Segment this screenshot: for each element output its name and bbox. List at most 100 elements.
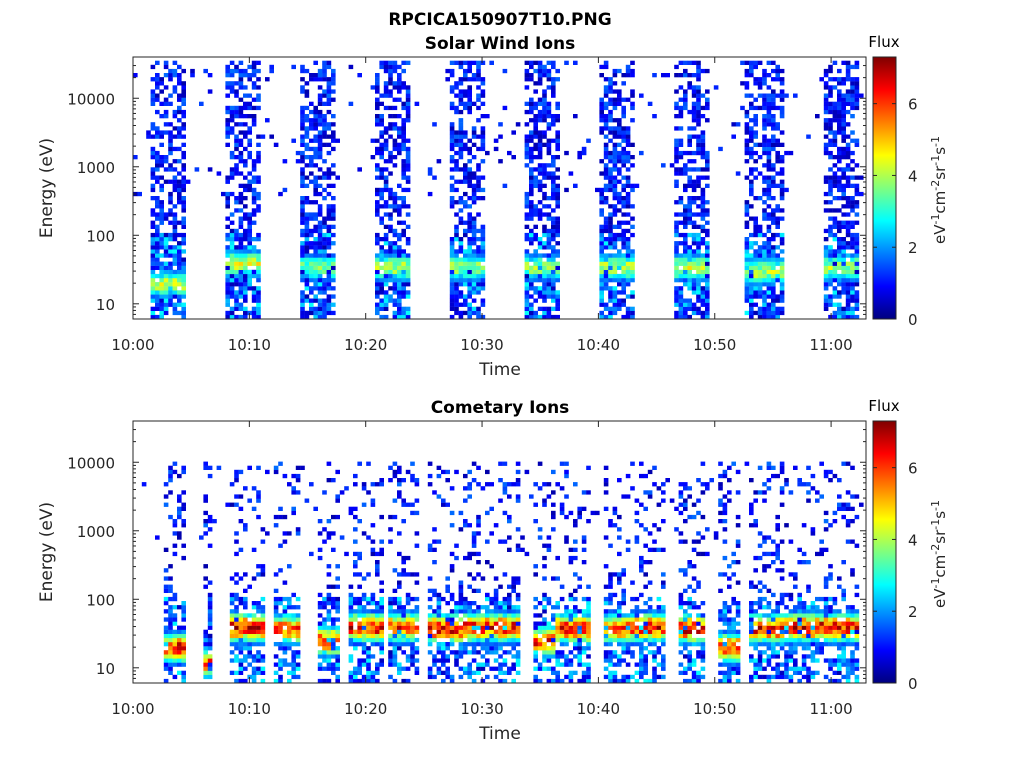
heatmap-cell [691,159,697,164]
heatmap-cell [243,298,248,303]
heatmap-cell [630,310,635,316]
heatmap-cell [146,134,151,139]
heatmap-cell [251,642,257,647]
heatmap-cell [247,77,252,82]
heatmap-cell [753,282,758,287]
heatmap-cell [639,150,644,156]
heatmap-cell [691,278,697,283]
heatmap-cell [177,179,182,184]
heatmap-cell [326,212,332,217]
heatmap-cell [555,658,560,663]
heatmap-cell [392,613,398,618]
heatmap-cell [282,514,288,520]
heatmap-cell [757,294,763,299]
heatmap-cell [551,220,556,225]
heatmap-cell [507,642,512,647]
heatmap-cell [441,642,446,647]
heatmap-cell [238,678,244,684]
heatmap-cell [674,212,679,217]
heatmap-cell [617,159,622,164]
heatmap-cell [612,175,618,180]
heatmap-cell [617,253,622,258]
heatmap-cell [304,245,310,250]
heatmap-cell [234,473,239,479]
heatmap-cell [397,609,402,614]
heatmap-cell [375,101,380,106]
heatmap-cell [405,278,411,283]
heatmap-cell [357,461,362,466]
heatmap-cell [432,527,437,532]
heatmap-cell [476,609,481,614]
heatmap-cell [247,228,252,234]
heatmap-cell [529,286,534,291]
heatmap-cell [300,126,305,131]
heatmap-cell [405,273,411,279]
heatmap-cell [313,60,318,65]
heatmap-cell [559,510,565,516]
heatmap-cell [370,629,376,634]
heatmap-cell [775,138,780,143]
heatmap-cell [696,273,701,279]
heatmap-cell [313,105,318,111]
heatmap-cell [467,249,472,254]
heatmap-cell [555,482,560,487]
heatmap-cell [850,204,855,209]
heatmap-cell [823,85,829,90]
heatmap-cell [168,101,173,106]
heatmap-cell [771,212,776,217]
heatmap-cell [691,249,697,254]
heatmap-cell [537,625,543,630]
heatmap-cell [823,122,829,127]
heatmap-cell [388,654,393,659]
heatmap-cell [757,257,763,262]
heatmap-cell [537,77,543,82]
heatmap-cell [309,253,314,258]
heatmap-cell [533,654,538,659]
heatmap-cell [700,150,706,156]
heatmap-cell [705,150,710,156]
heatmap-cell [762,118,767,123]
heatmap-cell [317,629,323,634]
heatmap-cell [841,286,846,291]
heatmap-cell [392,142,398,147]
heatmap-cell [282,658,288,663]
heatmap-cell [828,298,833,303]
heatmap-cell [177,64,182,70]
heatmap-cell [331,654,336,659]
heatmap-cell [551,89,556,94]
heatmap-cell [304,163,310,168]
heatmap-cell [454,142,459,147]
heatmap-cell [405,97,411,102]
heatmap-cell [476,93,481,98]
heatmap-cell [621,273,626,279]
heatmap-cell [401,171,406,176]
heatmap-cell [150,175,156,180]
heatmap-cell [705,200,710,205]
heatmap-cell [507,596,512,602]
heatmap-cell [621,73,626,78]
heatmap-cell [322,130,327,135]
heatmap-cell [845,306,851,311]
heatmap-cell [485,605,490,610]
heatmap-cell [845,146,851,152]
heatmap-cell [401,637,406,643]
heatmap-cell [480,142,486,147]
heatmap-cell [467,637,472,643]
heatmap-cell [326,89,332,94]
heatmap-cell [247,249,252,254]
heatmap-cell [529,494,534,499]
heatmap-cell [291,650,296,655]
heatmap-cell [691,93,697,98]
heatmap-cell [304,232,310,238]
heatmap-cell [480,642,486,647]
colorbar-tick-label: 6 [908,96,918,114]
heatmap-cell [168,208,173,213]
heatmap-cell [388,613,393,618]
heatmap-cell [511,621,516,626]
heatmap-cell [247,171,252,176]
heatmap-cell [463,523,468,528]
heatmap-cell [207,519,213,524]
heatmap-cell [449,486,455,491]
heatmap-cell [168,77,173,82]
heatmap-cell [599,310,604,316]
